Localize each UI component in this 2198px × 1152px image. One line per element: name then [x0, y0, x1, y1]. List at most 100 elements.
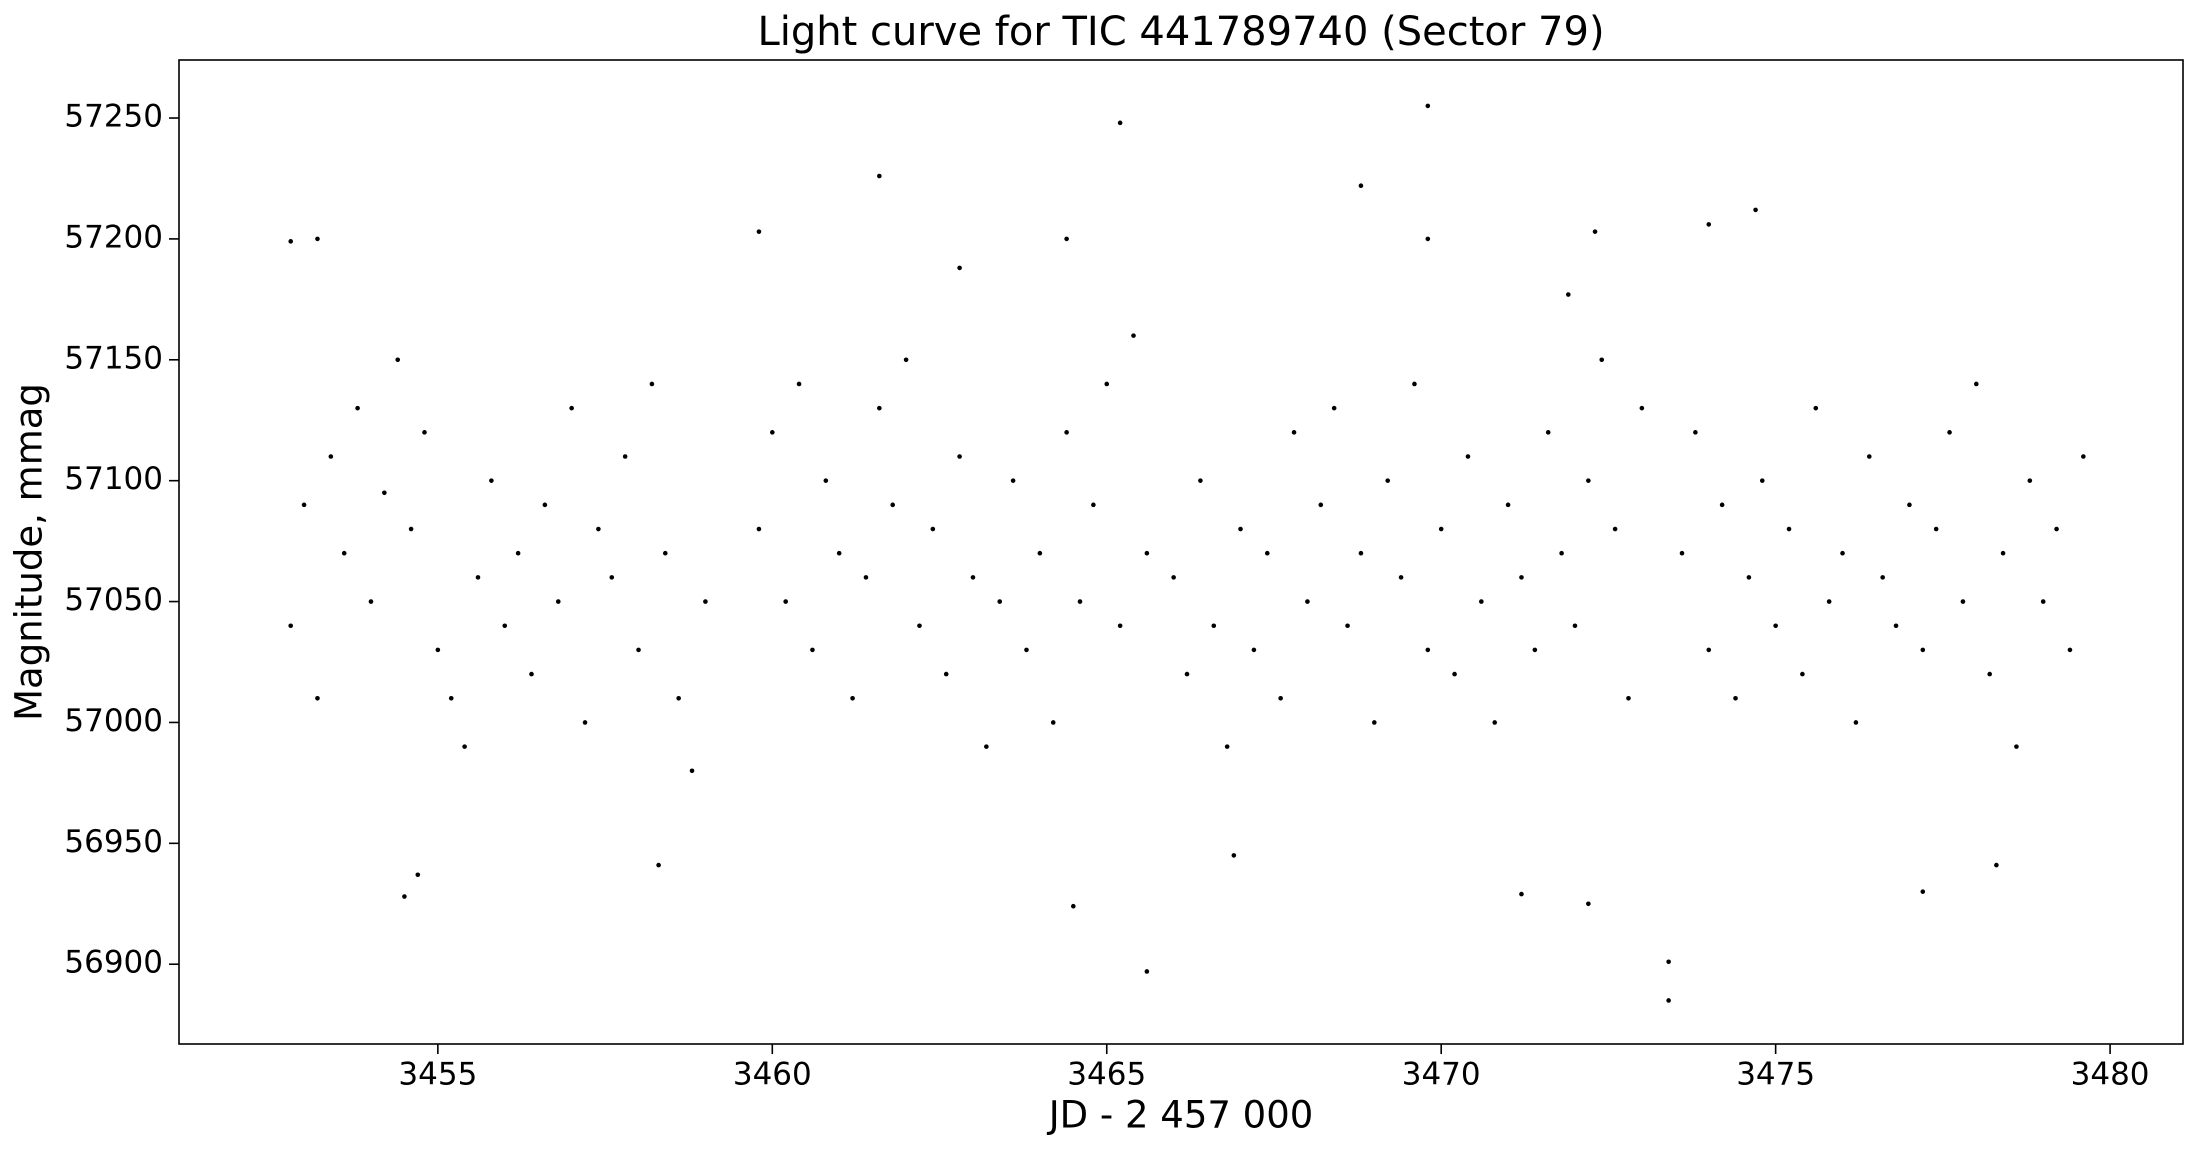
- data-point: [1532, 647, 1538, 653]
- data-point: [1693, 430, 1698, 435]
- data-point: [1545, 430, 1551, 435]
- data-point: [943, 671, 949, 677]
- data-point: [2067, 647, 2073, 653]
- data-point: [1331, 405, 1337, 411]
- data-point: [1599, 357, 1605, 363]
- data-point: [1171, 575, 1176, 580]
- data-point: [1920, 889, 1926, 894]
- data-point: [1144, 550, 1150, 556]
- data-point: [1572, 623, 1578, 629]
- data-point: [1565, 292, 1571, 297]
- data-point: [930, 526, 936, 532]
- y-tick-label: 57200: [64, 219, 163, 255]
- data-point: [1947, 430, 1952, 435]
- data-point: [1840, 550, 1845, 556]
- data-point: [415, 872, 421, 878]
- data-point: [1131, 333, 1136, 338]
- data-point: [2081, 454, 2086, 459]
- data-point: [1305, 599, 1310, 604]
- data-point: [823, 478, 829, 483]
- data-point: [1626, 695, 1631, 701]
- x-tick-label: 3475: [1736, 1057, 1815, 1093]
- x-tick-label: 3460: [733, 1057, 812, 1093]
- data-point: [395, 357, 401, 363]
- data-point: [435, 647, 441, 653]
- data-point: [1753, 207, 1758, 213]
- data-point: [1759, 478, 1765, 483]
- data-point: [1974, 381, 1979, 387]
- data-point: [796, 381, 802, 387]
- data-point: [2014, 744, 2019, 749]
- data-point: [1987, 671, 1992, 677]
- data-point: [649, 381, 655, 387]
- data-point: [1318, 502, 1324, 508]
- data-point: [1933, 526, 1939, 532]
- data-point: [1024, 647, 1029, 653]
- data-point: [1519, 891, 1524, 897]
- x-tick-label: 3455: [398, 1057, 477, 1093]
- data-point: [622, 454, 628, 459]
- data-point: [1826, 599, 1832, 604]
- data-point: [656, 862, 661, 868]
- chart-title: Light curve for TIC 441789740 (Sector 79…: [757, 9, 1604, 55]
- data-point: [502, 623, 508, 629]
- data-point: [1505, 502, 1511, 508]
- data-point: [1251, 647, 1257, 653]
- data-point: [1719, 502, 1725, 508]
- data-point: [1385, 478, 1390, 483]
- data-point: [462, 744, 467, 749]
- data-point: [1278, 695, 1283, 701]
- data-point: [1291, 430, 1297, 435]
- data-point: [1264, 550, 1270, 556]
- data-point: [1077, 599, 1083, 604]
- data-point: [957, 265, 962, 271]
- data-point: [555, 599, 561, 604]
- data-point: [422, 430, 427, 435]
- data-point: [1064, 236, 1069, 242]
- y-tick-label: 56900: [64, 945, 163, 981]
- data-point: [1425, 647, 1431, 653]
- data-point: [448, 695, 454, 701]
- x-tick-label: 3480: [2071, 1057, 2150, 1093]
- data-point: [1358, 183, 1364, 189]
- data-point: [1050, 720, 1056, 725]
- data-point: [662, 550, 668, 556]
- data-point: [402, 894, 407, 899]
- data-point: [1071, 903, 1076, 909]
- data-point: [515, 550, 521, 556]
- plot-frame: [178, 59, 2184, 1045]
- data-point: [863, 575, 869, 580]
- data-point: [997, 599, 1003, 604]
- y-tick-label: 57000: [64, 703, 163, 739]
- data-point: [703, 599, 708, 604]
- data-point: [408, 526, 414, 532]
- data-point: [1398, 575, 1404, 580]
- data-point: [355, 405, 360, 411]
- data-point: [1679, 550, 1685, 556]
- data-point: [2000, 550, 2006, 556]
- data-point: [1117, 623, 1123, 629]
- data-point: [1773, 623, 1778, 629]
- data-point: [770, 430, 775, 435]
- data-point: [836, 550, 842, 556]
- data-point: [970, 575, 976, 580]
- data-point: [2027, 478, 2033, 483]
- data-point: [1238, 526, 1243, 532]
- data-point: [1010, 478, 1016, 483]
- data-point: [1425, 103, 1431, 109]
- data-point: [1231, 853, 1237, 858]
- data-point: [1666, 959, 1671, 965]
- data-point: [1465, 454, 1471, 459]
- data-point: [569, 405, 574, 411]
- y-tick-label: 56950: [64, 824, 163, 860]
- data-point: [903, 357, 909, 363]
- data-point: [1866, 454, 1872, 459]
- data-point: [1559, 550, 1564, 556]
- data-point: [1746, 575, 1752, 580]
- data-point: [1592, 229, 1598, 234]
- data-point: [1612, 526, 1618, 532]
- data-point: [1786, 526, 1792, 532]
- data-point: [1064, 430, 1069, 435]
- data-point: [315, 695, 320, 701]
- data-point: [529, 671, 534, 677]
